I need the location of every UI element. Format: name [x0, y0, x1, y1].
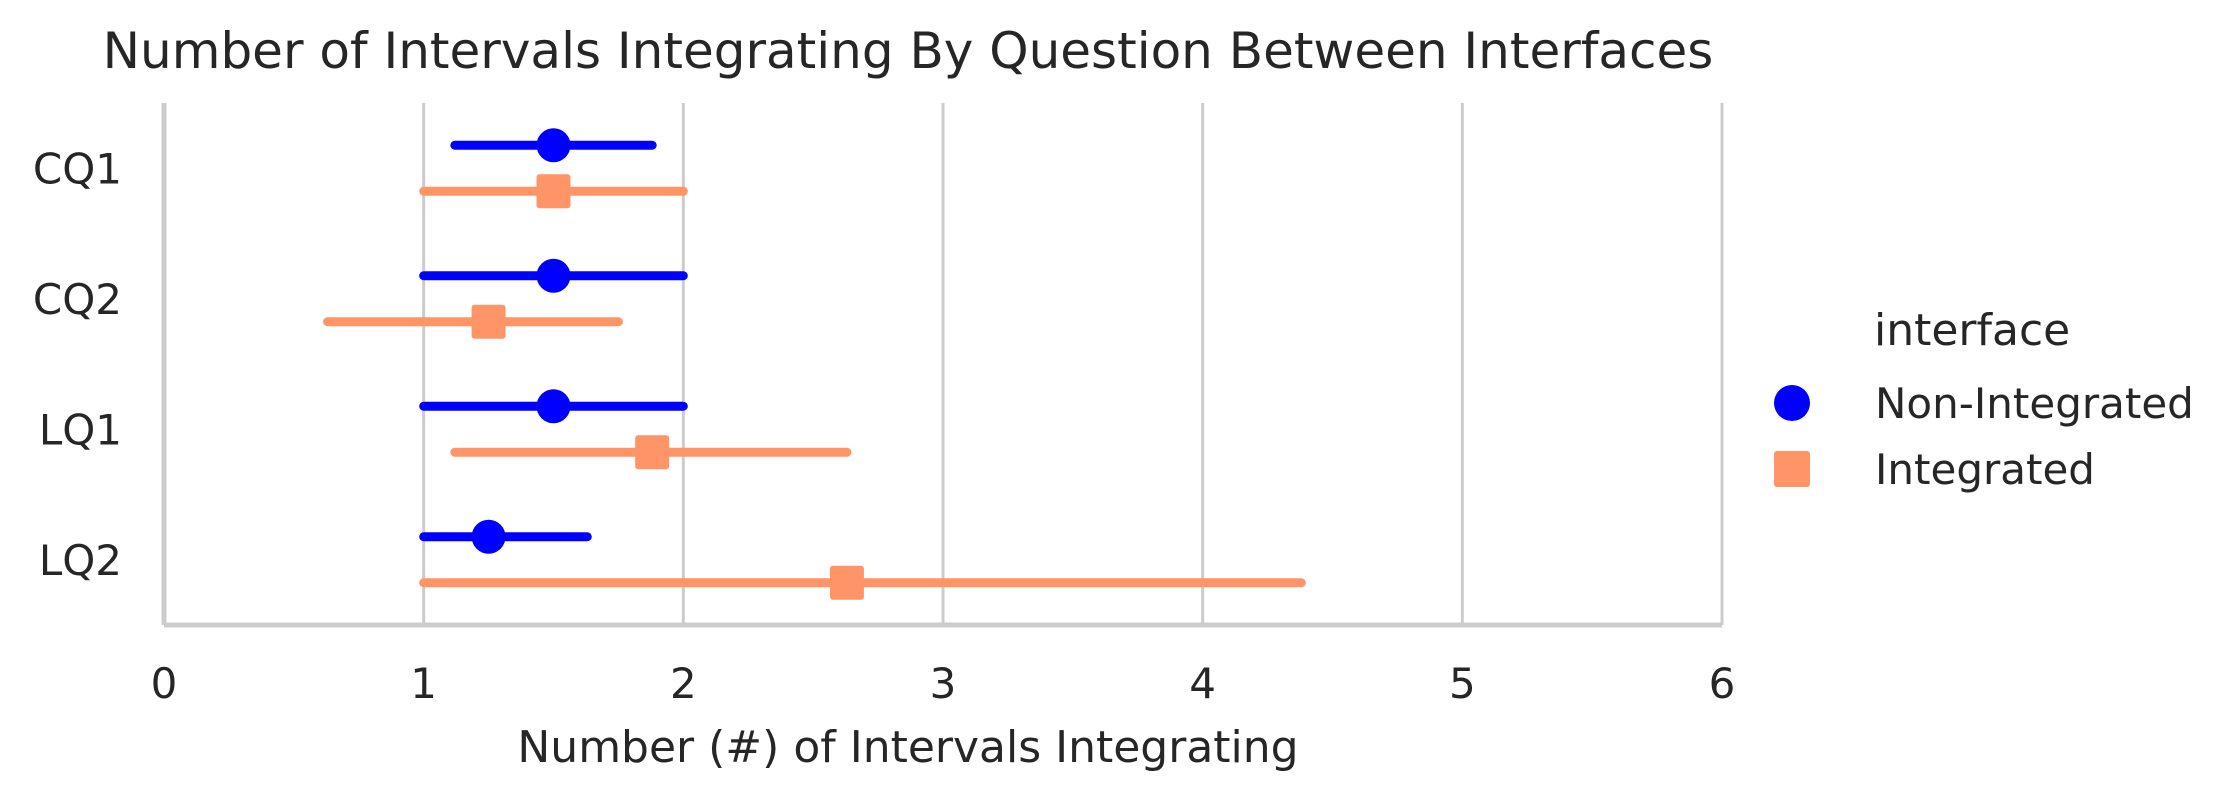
legend-label: Integrated — [1875, 445, 2095, 494]
point-marker — [471, 519, 506, 554]
x-tick-label: 5 — [1449, 659, 1476, 708]
point-marker — [536, 258, 571, 293]
x-tick-label: 4 — [1189, 659, 1216, 708]
y-tick-label: CQ1 — [33, 144, 122, 193]
axes — [161, 103, 1724, 628]
x-axis-label: Number (#) of Intervals Integrating — [517, 722, 1298, 773]
y-tick-labels: CQ1 CQ2 LQ1 LQ2 — [33, 144, 122, 585]
x-tick-label: 6 — [1709, 659, 1736, 708]
series-non-integrated — [419, 128, 688, 554]
x-tick-labels: 0 1 2 3 4 5 6 — [151, 659, 1736, 708]
x-tick-label: 0 — [151, 659, 178, 708]
y-tick-label: LQ1 — [39, 405, 122, 454]
point-marker — [829, 565, 864, 600]
series-integrated — [323, 174, 1306, 600]
legend-label: Non-Integrated — [1875, 379, 2194, 428]
point-marker — [471, 304, 506, 339]
legend-marker — [1774, 451, 1810, 487]
x-tick-label: 2 — [670, 659, 697, 708]
x-tick-label: 1 — [410, 659, 437, 708]
chart-title: Number of Intervals Integrating By Quest… — [103, 22, 1714, 80]
grid — [422, 103, 1464, 625]
point-marker — [536, 174, 571, 209]
y-tick-label: LQ2 — [39, 536, 122, 585]
legend: interface Non-Integrated Integrated — [1774, 305, 2194, 494]
point-marker — [536, 389, 571, 424]
point-marker — [635, 435, 670, 470]
series-group — [323, 128, 1306, 600]
legend-marker — [1774, 385, 1810, 421]
point-marker — [536, 128, 571, 163]
x-tick-label: 3 — [930, 659, 957, 708]
legend-title: interface — [1874, 305, 2070, 356]
y-tick-label: CQ2 — [33, 275, 122, 324]
